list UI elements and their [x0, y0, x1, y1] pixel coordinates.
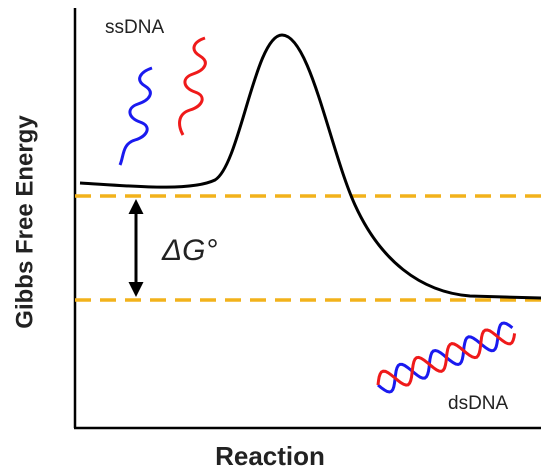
ssdna-label: ssDNA	[105, 17, 164, 38]
dsdna-strand	[376, 328, 517, 387]
ssdna-strand	[178, 36, 207, 136]
delta-g-label: ΔG°	[161, 234, 217, 267]
x-axis-label: Reaction	[215, 441, 325, 471]
dsdna-label: dsDNA	[448, 393, 509, 414]
y-axis-label: Gibbs Free Energy	[11, 115, 38, 329]
ssdna-strand	[118, 66, 153, 166]
dsdna-helix	[376, 321, 517, 394]
energy-curve	[79, 33, 541, 300]
